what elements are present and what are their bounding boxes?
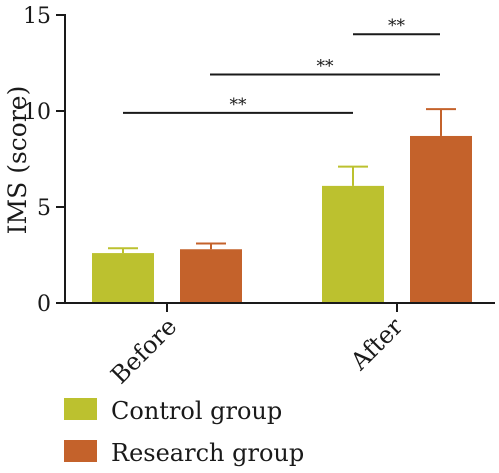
bar-research-group <box>180 249 242 303</box>
legend-label: Control group <box>111 397 282 425</box>
significance-label: ** <box>230 95 248 115</box>
significance-label: ** <box>317 57 335 77</box>
bar-control-group <box>92 253 154 303</box>
y-tick-label: 15 <box>23 4 51 29</box>
y-tick-label: 0 <box>37 292 51 317</box>
x-axis: Before After <box>64 302 495 389</box>
legend-swatch <box>64 440 97 462</box>
x-tick-label: Before <box>105 312 182 389</box>
x-tick-label: After <box>345 312 409 376</box>
legend-swatch <box>64 398 97 420</box>
bar-control-group <box>322 185 384 303</box>
y-tick-label: 5 <box>37 196 51 221</box>
y-tick-label: 10 <box>23 100 51 125</box>
significance-brackets: ** ** ** <box>123 16 440 115</box>
legend: Control group Research group <box>64 397 304 467</box>
significance-label: ** <box>388 16 406 36</box>
bars <box>92 108 472 303</box>
y-axis-label: IMS (score) <box>3 86 32 235</box>
legend-label: Research group <box>111 439 304 467</box>
y-axis: 0 5 10 15 <box>23 4 66 317</box>
bar-research-group <box>410 135 472 303</box>
